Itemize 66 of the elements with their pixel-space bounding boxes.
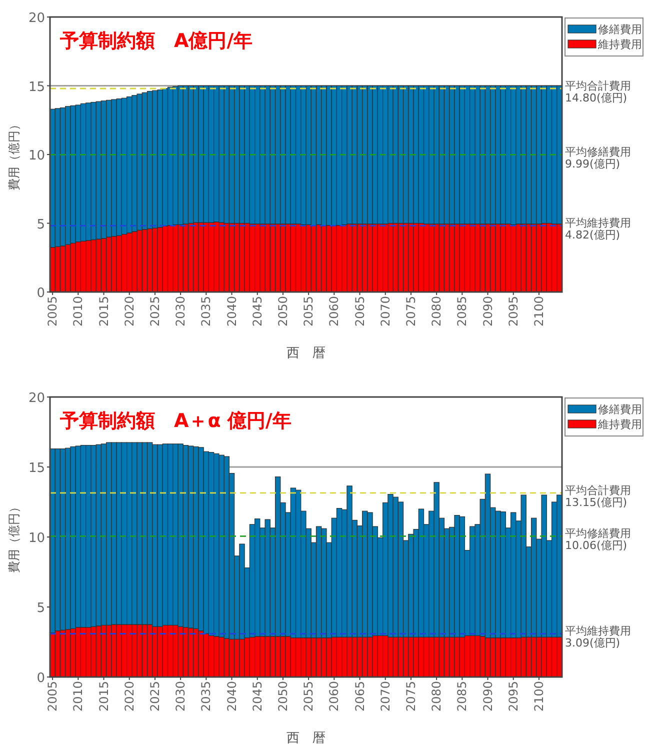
ref-line-label: 平均修繕費用 10.06(億円)	[565, 527, 631, 552]
legend-label: 修繕費用	[598, 23, 642, 36]
x-tick-label: 2050	[276, 296, 290, 327]
x-tick-label: 2005	[46, 296, 60, 327]
x-tick-label: 2085	[455, 681, 470, 712]
x-tick-label: 2060	[327, 296, 342, 327]
x-tick-label: 2095	[506, 681, 520, 712]
x-tick-label: 2080	[430, 681, 444, 712]
ref-line-label: 平均維持費用 4.82(億円)	[565, 216, 631, 242]
x-tick-label: 2055	[302, 296, 316, 327]
y-tick-label: 20	[28, 391, 45, 406]
x-tick-label: 2040	[224, 296, 239, 327]
x-tick-label: 2010	[71, 296, 86, 327]
x-tick-label: 2085	[455, 296, 470, 327]
x-tick-label: 2040	[224, 681, 239, 712]
text: 予算制約額 A＋α 億円/年	[59, 410, 292, 432]
x-tick-label: 2090	[480, 681, 495, 712]
x-tick-label: 2015	[96, 296, 111, 327]
x-tick-label: 2020	[122, 296, 136, 327]
x-tick-label: 2020	[122, 681, 136, 712]
y-tick-label: 15	[28, 80, 45, 95]
ref-line-label: 平均合計費用 13.15(億円)	[565, 484, 631, 509]
x-tick-label: 2065	[352, 681, 367, 712]
x-tick-label: 2015	[96, 681, 111, 712]
x-tick-label: 2100	[532, 296, 546, 327]
x-tick-label: 2070	[378, 296, 392, 327]
x-tick-label: 2035	[199, 296, 214, 327]
x-tick-label: 2060	[327, 681, 342, 712]
x-tick-label: 2050	[276, 681, 290, 712]
ref-line-label: 平均修繕費用 9.99(億円)	[565, 146, 631, 171]
y-tick-label: 5	[36, 601, 45, 616]
y-tick-label: 10	[28, 531, 45, 546]
x-tick-label: 2070	[378, 681, 392, 712]
x-tick-label: 2100	[532, 681, 546, 712]
x-tick-label: 2045	[250, 681, 264, 712]
x-tick-label: 2065	[352, 296, 367, 327]
y-tick-label: 15	[28, 461, 45, 476]
x-tick-label: 2075	[404, 296, 418, 327]
x-tick-label: 2055	[302, 681, 316, 712]
legend-label: 維持費用	[597, 38, 642, 51]
ref-line-label: 平均維持費用 3.09(億円)	[565, 624, 631, 650]
x-tick-label: 2010	[71, 681, 86, 712]
x-tick-label: 2025	[148, 296, 162, 327]
x-tick-label: 2030	[174, 296, 188, 327]
x-tick-label: 2095	[506, 296, 520, 327]
x-tick-label: 2030	[174, 681, 188, 712]
x-axis-title: 西 暦	[286, 731, 326, 746]
x-tick-label: 2035	[199, 681, 214, 712]
y-tick-label: 0	[36, 286, 45, 301]
x-axis-title: 西 暦	[286, 346, 326, 361]
x-tick-label: 2005	[46, 681, 60, 712]
x-tick-label: 2075	[404, 681, 418, 712]
y-axis-title: 費用（億円）	[7, 501, 21, 573]
legend-label: 維持費用	[597, 418, 642, 431]
text: 予算制約額 A億円/年	[59, 30, 253, 52]
y-tick-label: 10	[28, 148, 45, 164]
ref-line-label: 平均合計費用 14.80(億円)	[565, 80, 631, 104]
x-tick-label: 2025	[148, 681, 162, 712]
y-axis-title: 費用（億円）	[7, 118, 21, 190]
legend-label: 修繕費用	[598, 403, 642, 416]
x-tick-label: 2045	[250, 296, 264, 327]
y-tick-label: 20	[28, 11, 45, 26]
x-tick-label: 2080	[430, 296, 444, 327]
y-tick-label: 0	[36, 671, 45, 686]
y-tick-label: 5	[36, 217, 45, 232]
x-tick-label: 2090	[480, 296, 495, 327]
